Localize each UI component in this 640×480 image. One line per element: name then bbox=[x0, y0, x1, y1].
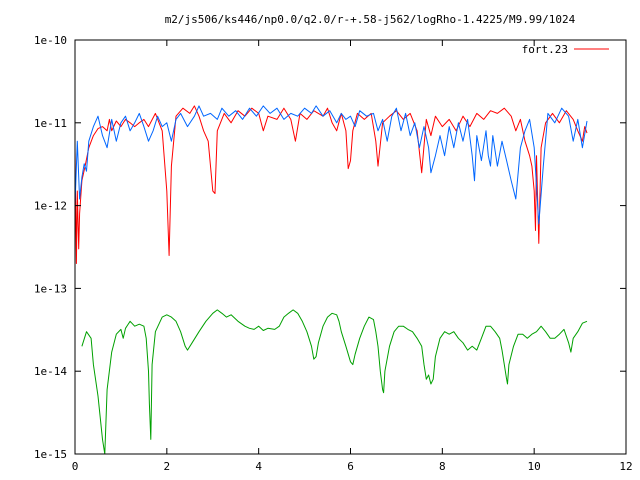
y-tick-label: 1e-13 bbox=[34, 282, 67, 295]
x-tick-label: 6 bbox=[347, 460, 354, 473]
x-tick-label: 8 bbox=[439, 460, 446, 473]
legend: fort.23 bbox=[522, 43, 609, 56]
x-tick-label: 2 bbox=[164, 460, 171, 473]
series-line-2 bbox=[81, 309, 588, 455]
x-tick-label: 4 bbox=[255, 460, 262, 473]
chart-title: m2/js506/ks446/np0.0/q2.0/r-+.58-j562/lo… bbox=[165, 13, 576, 26]
y-tick-label: 1e-11 bbox=[34, 117, 67, 130]
x-tick-label: 0 bbox=[72, 460, 79, 473]
y-tick-label: 1e-10 bbox=[34, 34, 67, 47]
x-tick-label: 10 bbox=[528, 460, 541, 473]
legend-label: fort.23 bbox=[522, 43, 568, 56]
y-tick-label: 1e-15 bbox=[34, 448, 67, 461]
series-layer bbox=[74, 105, 588, 455]
plot-frame bbox=[74, 39, 627, 455]
y-tick-label: 1e-12 bbox=[34, 200, 67, 213]
x-tick-label: 12 bbox=[619, 460, 632, 473]
y-tick-label: 1e-14 bbox=[34, 365, 67, 378]
series-line-1 bbox=[74, 105, 588, 225]
series-line-0 bbox=[74, 105, 588, 264]
